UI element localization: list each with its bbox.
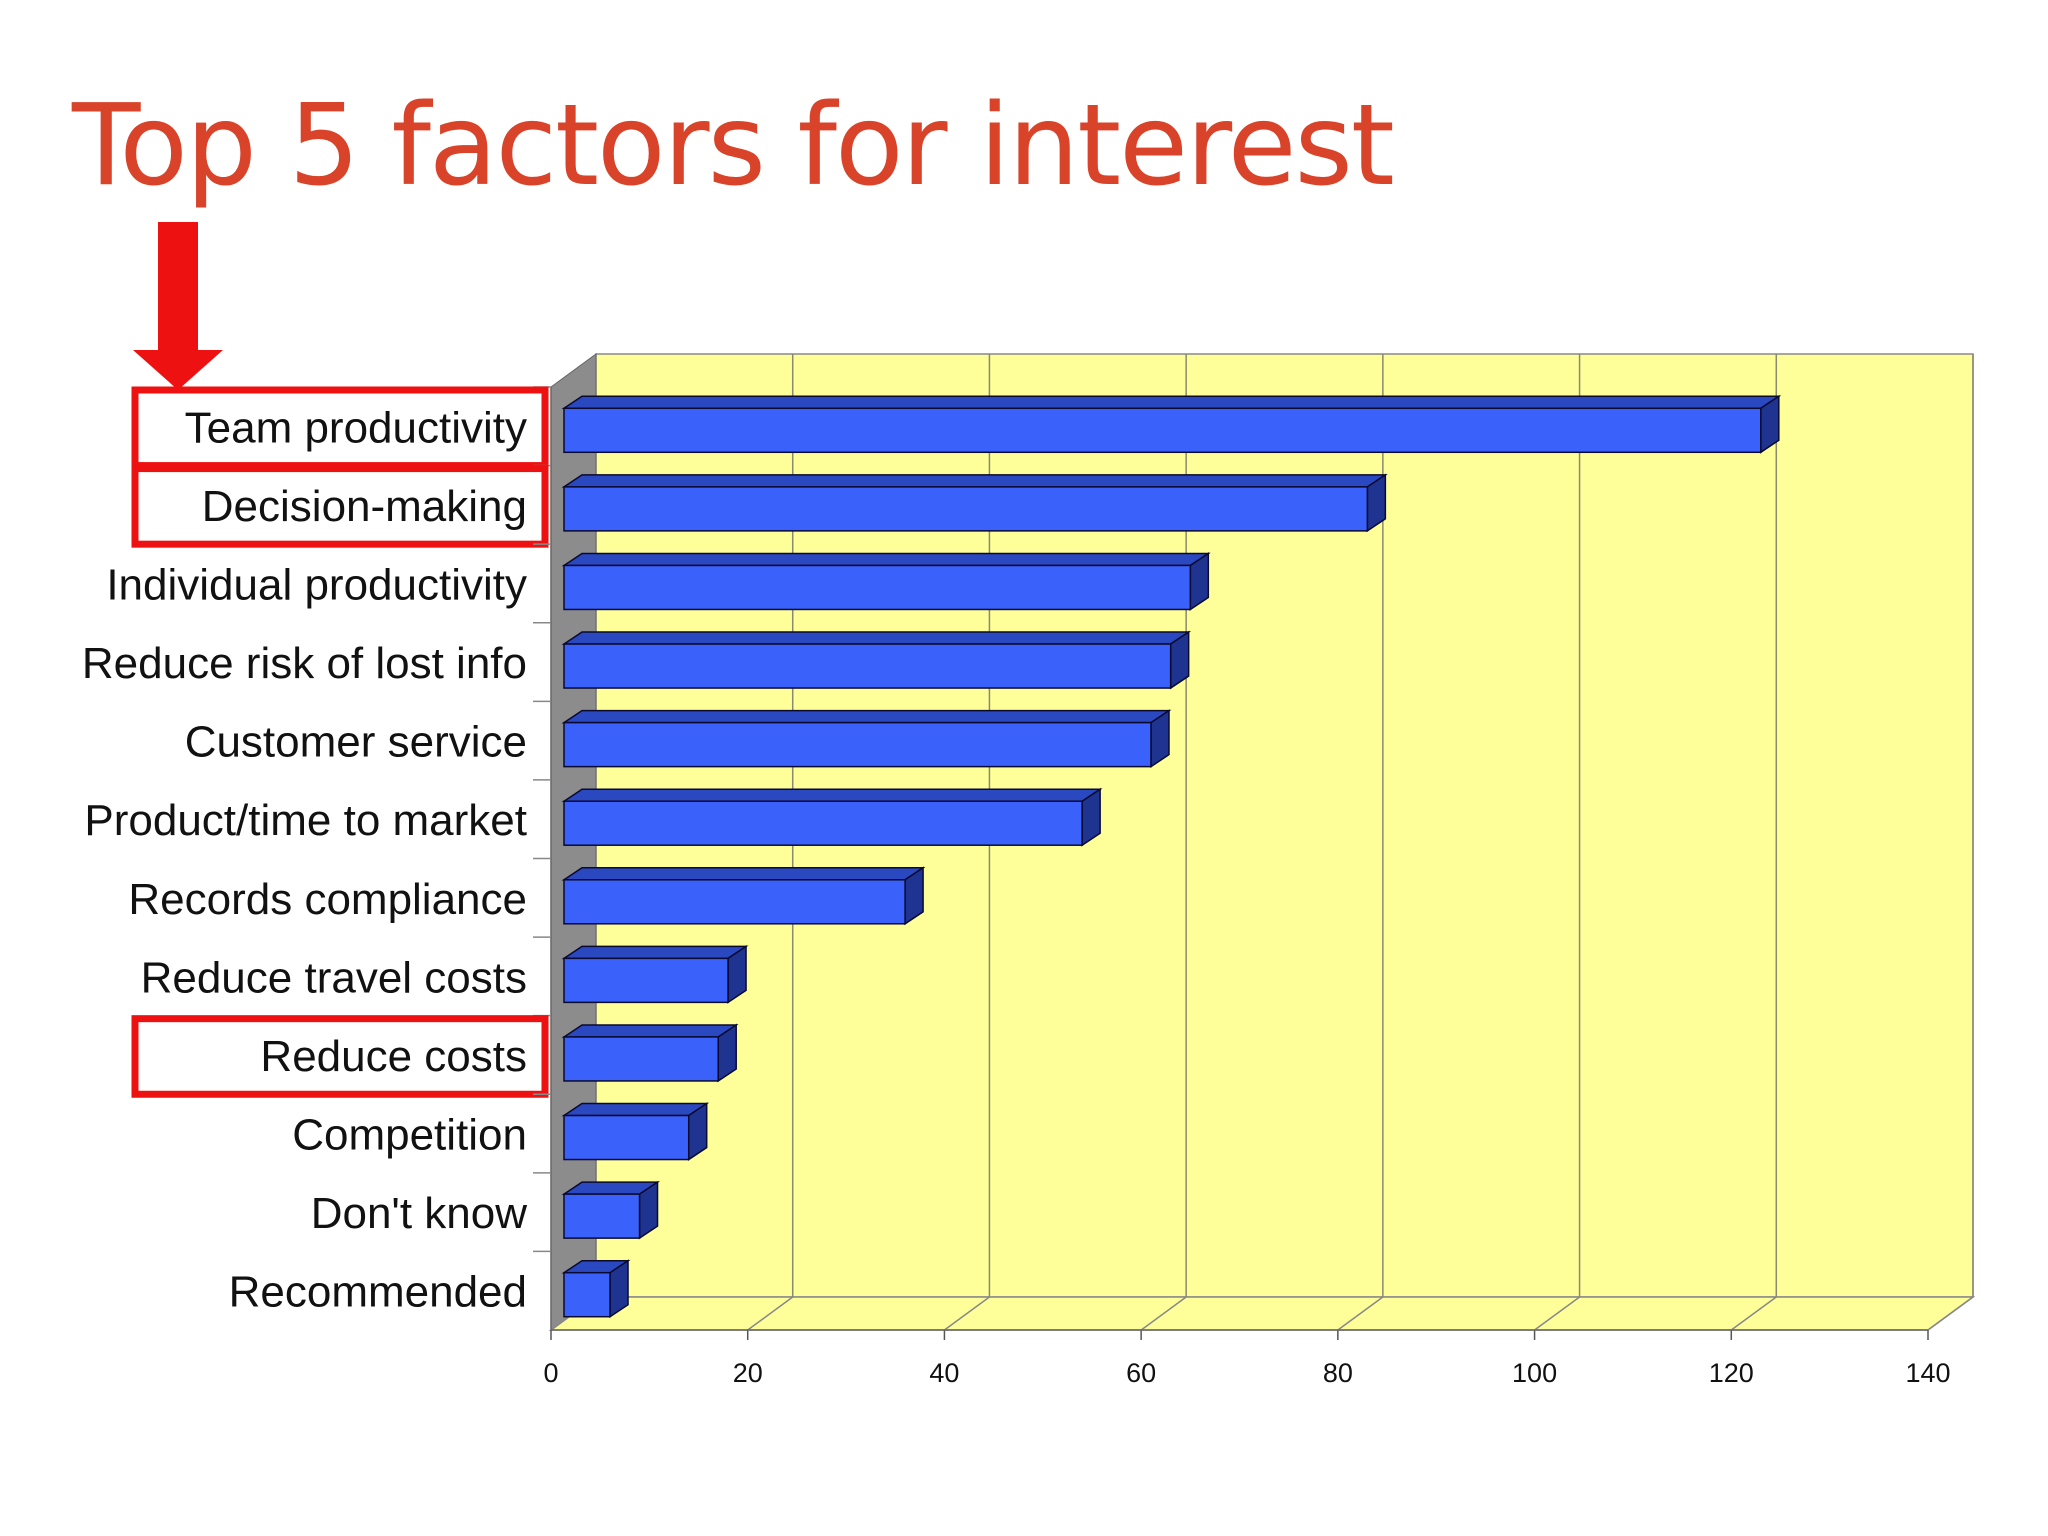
category-label: Reduce costs <box>260 1032 527 1081</box>
bar-top-face <box>561 474 1388 488</box>
x-tick-label: 140 <box>1905 1358 1950 1388</box>
bar-top-face <box>561 395 1782 410</box>
floor-gridline <box>747 1296 794 1331</box>
x-tick-label: 0 <box>543 1358 558 1388</box>
floor-gridline <box>1730 1296 1777 1331</box>
x-tick-label: 80 <box>1323 1358 1353 1388</box>
category-label: Competition <box>292 1111 527 1160</box>
bar-top-face <box>561 945 749 960</box>
floor-gridline <box>1140 1296 1187 1331</box>
x-tick-label: 60 <box>1126 1358 1156 1388</box>
slide-title: Top 5 factors for interest <box>72 81 1395 211</box>
category-label: Recommended <box>229 1268 527 1317</box>
x-tick-label: 100 <box>1512 1358 1557 1388</box>
category-label: Individual productivity <box>106 560 527 609</box>
bar <box>563 407 1762 454</box>
highlight-box <box>131 465 549 548</box>
bar <box>563 564 1192 611</box>
bar <box>563 643 1172 689</box>
x-tick-label: 120 <box>1709 1358 1754 1388</box>
category-label: Reduce travel costs <box>141 953 527 1002</box>
bar <box>563 1036 719 1082</box>
floor-gridline <box>943 1296 990 1331</box>
floor-gridline <box>1337 1296 1384 1331</box>
bar-top-face <box>561 552 1211 567</box>
x-tick-label: 40 <box>929 1358 959 1388</box>
category-label: Customer service <box>185 718 527 767</box>
bar-top-face <box>561 1102 710 1117</box>
category-label: Team productivity <box>185 403 527 452</box>
bar <box>563 1271 611 1318</box>
bar-top-face <box>561 1024 739 1038</box>
highlight-box <box>131 1015 549 1098</box>
bar <box>563 879 906 925</box>
category-label: Decision-making <box>202 482 527 531</box>
category-label: Reduce risk of lost info <box>82 639 527 688</box>
bar <box>563 1114 690 1161</box>
plot-floor <box>548 1296 1976 1331</box>
category-label: Product/time to market <box>84 796 527 845</box>
category-label: Records compliance <box>128 875 527 924</box>
bar-top-face <box>561 788 1103 802</box>
bar <box>563 1193 641 1239</box>
bar <box>563 957 729 1004</box>
x-tick-label: 20 <box>733 1358 763 1388</box>
bar-top-face <box>561 867 926 881</box>
category-label: Don't know <box>311 1189 528 1238</box>
bar <box>563 486 1369 532</box>
floor-gridline <box>1534 1296 1581 1331</box>
bar-top-face <box>561 631 1192 645</box>
down-arrow-icon <box>133 222 223 390</box>
bar <box>563 721 1152 768</box>
bar-top-face <box>561 709 1172 724</box>
bar <box>563 800 1083 846</box>
floor-gridline <box>1927 1296 1974 1331</box>
